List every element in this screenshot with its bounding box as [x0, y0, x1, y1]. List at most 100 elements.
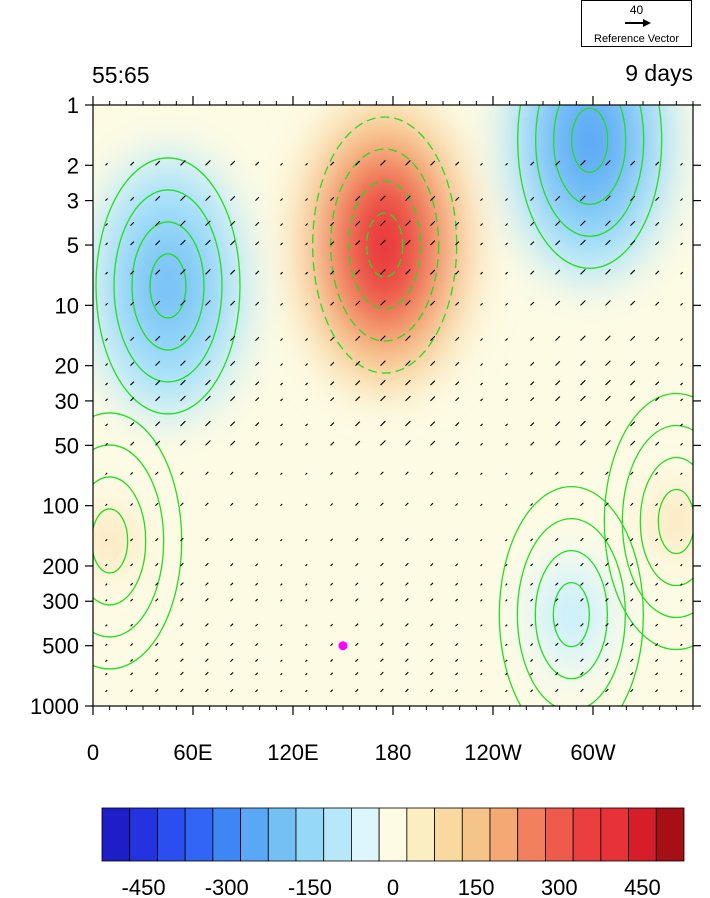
contour-line-3-4 [498, 486, 644, 706]
wind-vector [455, 361, 460, 367]
wind-vector [155, 220, 161, 227]
wind-vector [505, 672, 508, 676]
wind-vector [305, 563, 308, 567]
wind-vector [630, 598, 634, 602]
wind-vector [655, 658, 659, 662]
wind-vector [555, 623, 559, 627]
wind-vector [380, 562, 384, 567]
wind-vector [330, 538, 334, 542]
wind-vector [380, 502, 384, 507]
wind-vector [405, 598, 409, 602]
wind-vector [380, 623, 384, 627]
wind-vector [255, 422, 260, 427]
wind-vector [455, 397, 460, 402]
wind-vector [455, 301, 460, 306]
wind-vector [455, 503, 459, 507]
wind-vector [580, 420, 586, 427]
wind-vector [330, 196, 335, 201]
wind-vector [555, 671, 559, 676]
colorbar-swatch [378, 807, 408, 862]
wind-vector [480, 198, 483, 201]
colorbar-swatch [351, 807, 380, 862]
wind-vector [155, 421, 161, 427]
wind-vector [430, 335, 436, 341]
wind-vector [355, 220, 361, 227]
wind-vector [605, 658, 609, 662]
contour-line-3-1 [552, 582, 590, 648]
wind-vector [380, 300, 386, 306]
wind-vector [355, 671, 359, 676]
wind-vector [505, 538, 508, 542]
wind-vector [680, 659, 683, 662]
wind-vectors [105, 160, 683, 693]
wind-vector [455, 472, 459, 476]
wind-vector [530, 598, 534, 602]
wind-vector [605, 537, 609, 542]
wind-vector [630, 582, 634, 586]
reference-arrow-icon [625, 19, 651, 27]
wind-vector [480, 643, 483, 647]
wind-vector [105, 223, 108, 227]
wind-vector [355, 502, 359, 507]
wind-vector [155, 160, 161, 166]
wind-vector [230, 623, 234, 627]
wind-vector [605, 360, 611, 367]
wind-vector [130, 381, 135, 386]
wind-vector [655, 643, 659, 647]
wind-vector [255, 689, 259, 693]
wind-vector [130, 472, 134, 476]
wind-vector [430, 220, 436, 227]
wind-vector [280, 659, 283, 662]
wind-vector [130, 563, 134, 567]
wind-vector [255, 643, 259, 647]
x-tick-label: 60W [570, 740, 615, 765]
y-tick-label: 100 [42, 494, 79, 519]
wind-vector [430, 160, 436, 166]
wind-vector [555, 421, 561, 427]
colorbar-label: -150 [288, 875, 332, 898]
wind-vector [555, 502, 559, 507]
contour-line-2-3 [535, 105, 645, 237]
wind-vector [555, 380, 561, 386]
wind-vector [680, 363, 683, 367]
wind-vector [380, 269, 386, 275]
wind-vector [530, 503, 534, 507]
contour-line-0-4 [312, 116, 458, 374]
wind-vector [305, 599, 308, 602]
wind-vector [505, 398, 508, 402]
wind-vector [455, 381, 460, 386]
wind-vector [280, 643, 283, 647]
wind-vector [455, 336, 460, 341]
wind-vector [405, 471, 409, 476]
wind-vector [430, 658, 434, 662]
wind-vector [655, 503, 659, 507]
wind-vector [555, 688, 559, 693]
wind-vector [405, 562, 409, 567]
wind-vector [480, 689, 483, 693]
y-tick-label: 1 [67, 93, 79, 118]
wind-vector [305, 223, 308, 227]
wind-vector [305, 198, 308, 201]
wind-vector [305, 689, 308, 693]
wind-vector [605, 440, 611, 446]
wind-vector [605, 688, 609, 693]
contour-line-5-1 [657, 488, 693, 555]
wind-vector [480, 538, 483, 542]
wind-vector [380, 220, 386, 227]
shaded-field [93, 105, 693, 706]
wind-vector [655, 196, 660, 201]
wind-vector [280, 503, 283, 507]
wind-vector [655, 623, 659, 627]
wind-vector [555, 195, 561, 201]
wind-vector [605, 239, 611, 246]
wind-vector [205, 562, 209, 567]
wind-vector [580, 335, 586, 341]
wind-vector [555, 240, 561, 246]
wind-vector [180, 420, 186, 427]
wind-vector [480, 382, 483, 386]
wind-vector [530, 241, 535, 246]
wind-vector [455, 422, 460, 427]
colorbar-swatch [267, 807, 297, 862]
colorbar-label: 300 [541, 875, 578, 898]
wind-vector [255, 582, 259, 586]
